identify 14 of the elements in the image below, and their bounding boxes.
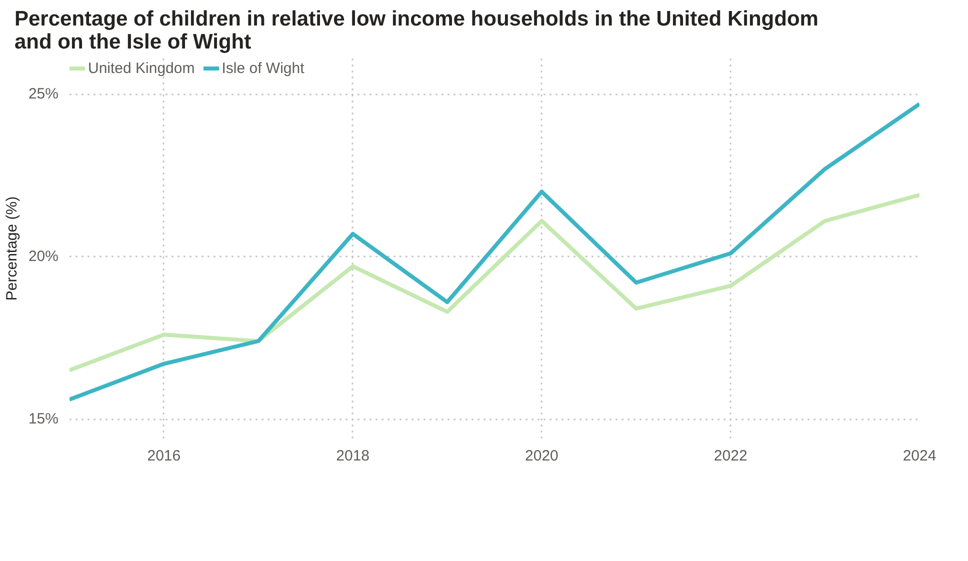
x-tick-label: 2022 [714, 448, 748, 464]
y-tick-label: 25% [28, 86, 59, 103]
x-tick-label: 2024 [902, 448, 936, 464]
y-tick-label: 20% [28, 248, 59, 266]
legend-label: Isle of Wight [222, 60, 304, 76]
y-axis-title: Percentage (%) [3, 196, 20, 301]
y-tick-label: 15% [28, 410, 59, 428]
x-tick-label: 2016 [147, 448, 181, 464]
line-series [70, 192, 920, 372]
legend-label: United Kingdom [88, 60, 195, 76]
chart-title: Percentage of children in relative low income households in the United Kingdom and on the Isle of Wight [14, 8, 818, 54]
x-tick-label: 2018 [336, 448, 370, 464]
x-tick-label: 2020 [525, 448, 558, 464]
line-series [70, 102, 920, 402]
